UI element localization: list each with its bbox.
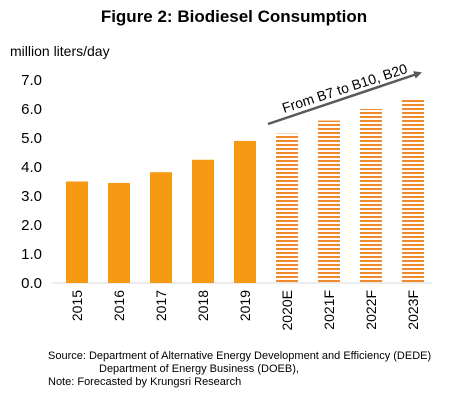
x-tick-label: 2016 [111,290,127,321]
y-tick-label: 4.0 [21,159,42,176]
y-tick-label: 6.0 [21,101,42,118]
y-tick-label: 3.0 [21,188,42,205]
y-tick-label: 1.0 [21,246,42,263]
y-axis-ticks: 0.0 1.0 2.0 3.0 4.0 5.0 6.0 7.0 [21,72,42,292]
bar [234,140,256,283]
x-tick-label: 2017 [153,290,169,321]
trend-arrow [267,71,422,126]
source-notes: Source: Department of Alternative Energy… [48,350,463,389]
y-axis-label: million liters/day [10,43,110,59]
x-tick-label: 2020E [279,290,295,330]
source-line-1: Source: Department of Alternative Energy… [48,350,432,362]
y-tick-label: 5.0 [21,130,42,147]
x-tick-label: 2019 [237,290,253,321]
x-tick-label: 2022F [363,290,379,330]
x-tick-label: 2018 [195,290,211,321]
bar [66,181,88,283]
y-tick-label: 0.0 [21,275,42,292]
bar-forecast [360,109,382,283]
x-tick-label: 2021F [321,290,337,330]
bar-forecast [276,133,298,283]
x-axis-ticks: 2015 2016 2017 2018 2019 2020E 2021F 2022F 2023F [69,290,421,331]
source-line-2: Department of Energy Business (DOEB), [99,363,299,375]
chart: Figure 2: Biodiesel Consumption million … [10,7,432,331]
bar-forecast [318,120,340,283]
bars [66,98,424,283]
bar-forecast [402,98,424,283]
chart-title: Figure 2: Biodiesel Consumption [101,7,367,26]
forecast-note: Note: Forecasted by Krungsri Research [48,376,242,388]
x-tick-label: 2015 [69,290,85,321]
trend-annotation: From B7 to B10, B20 [280,60,409,116]
bar [150,172,172,283]
y-tick-label: 2.0 [21,217,42,234]
bar [108,182,130,283]
bar [192,159,214,283]
y-tick-label: 7.0 [21,72,42,89]
x-tick-label: 2023F [405,290,421,330]
